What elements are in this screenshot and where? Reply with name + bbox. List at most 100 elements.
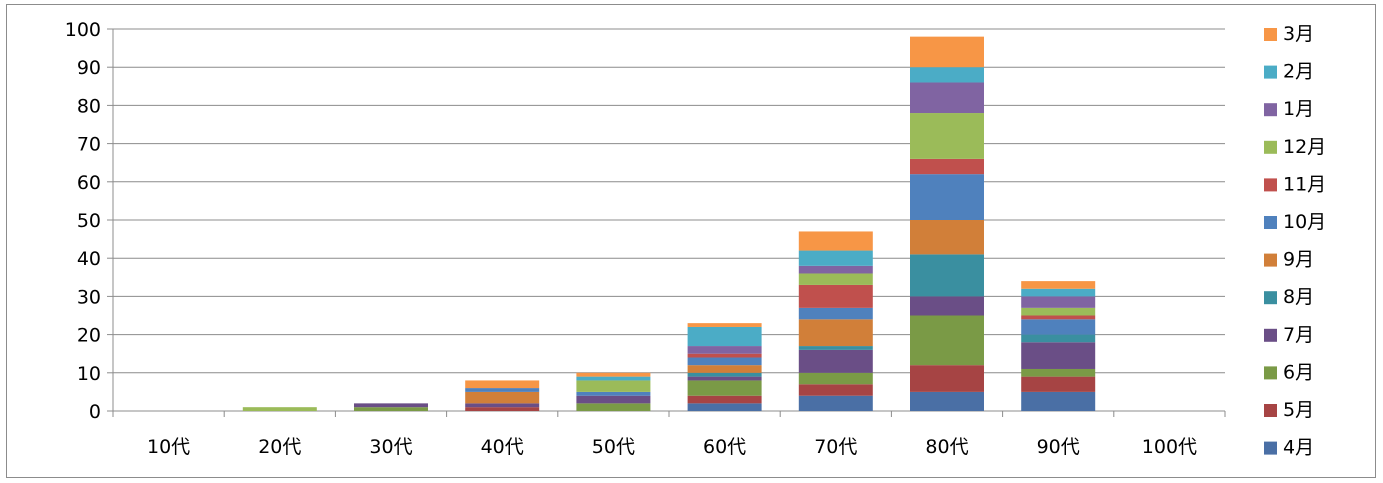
legend-label: 10月 xyxy=(1283,211,1326,233)
legend-label: 9月 xyxy=(1283,249,1314,271)
bar-segment xyxy=(1021,315,1096,320)
legend-swatch xyxy=(1264,216,1277,229)
legend: 3月 2月 1月 12月 11月 10月 9月 8月 7月 6月 5月 4月 xyxy=(1264,23,1326,459)
y-tick-label: 70 xyxy=(77,134,101,156)
legend-swatch xyxy=(1264,65,1277,79)
legend-swatch xyxy=(1264,140,1277,154)
bar-segment xyxy=(576,376,651,381)
bar-segment xyxy=(910,82,984,114)
legend-swatch xyxy=(1264,366,1277,380)
bar-segment xyxy=(1021,391,1096,411)
bar-segment xyxy=(798,346,873,350)
y-tick-label: 90 xyxy=(77,57,101,79)
x-tick-label: 40代 xyxy=(481,436,524,458)
bar-segment xyxy=(576,372,651,377)
bar-segment xyxy=(1021,334,1096,343)
x-tick-label: 20代 xyxy=(258,436,301,458)
legend-label: 6月 xyxy=(1283,361,1314,383)
legend-swatch xyxy=(1264,291,1277,305)
bar-segment xyxy=(1021,288,1096,297)
bar-segment xyxy=(465,380,540,389)
legend-label: 4月 xyxy=(1283,437,1314,459)
bar-segment xyxy=(354,407,428,411)
bar-segment xyxy=(798,349,873,373)
y-tick-label: 50 xyxy=(77,210,101,232)
bar-segment xyxy=(465,403,540,408)
legend-swatch xyxy=(1264,253,1277,267)
bar-segment xyxy=(576,403,651,411)
bar-segment xyxy=(910,174,984,220)
bar-segment xyxy=(798,307,873,320)
y-tick-label: 60 xyxy=(77,172,101,194)
legend-swatch xyxy=(1264,441,1277,455)
y-tick-label: 40 xyxy=(77,248,101,270)
bar-segment xyxy=(798,273,873,285)
bar-segment xyxy=(687,372,762,377)
legend-swatch xyxy=(1264,103,1277,117)
legend-label: 5月 xyxy=(1283,399,1314,421)
bar-segment xyxy=(910,158,984,175)
x-tick-label: 90代 xyxy=(1037,436,1080,458)
bar-segment xyxy=(687,365,762,373)
x-tick-label: 10代 xyxy=(147,436,190,458)
bar-segment xyxy=(798,265,873,274)
bar-segment xyxy=(687,376,762,381)
bar-segment xyxy=(576,380,651,392)
bar-segment xyxy=(910,36,984,68)
bar-segment xyxy=(910,254,984,297)
x-tick-label: 30代 xyxy=(369,436,412,458)
bar-segment xyxy=(465,391,540,404)
bar-segment xyxy=(1021,296,1096,308)
y-tick-label: 0 xyxy=(89,401,101,423)
bar-segment xyxy=(910,113,984,159)
bar-segment xyxy=(687,380,762,396)
legend-label: 12月 xyxy=(1283,136,1326,158)
x-tick-label: 70代 xyxy=(814,436,857,458)
bar-segment xyxy=(1021,307,1096,316)
x-tick-label: 80代 xyxy=(925,436,968,458)
bar-segment xyxy=(465,388,540,392)
bar-segment xyxy=(798,319,873,347)
legend-swatch xyxy=(1264,178,1277,192)
bar-segment xyxy=(798,284,873,308)
y-tick-label: 30 xyxy=(77,286,101,308)
x-tick-label: 100代 xyxy=(1142,436,1197,458)
bar-segment xyxy=(1021,376,1096,392)
bar-segment xyxy=(1021,319,1096,335)
bar-segment xyxy=(354,403,428,408)
y-tick-label: 80 xyxy=(77,95,101,117)
legend-swatch xyxy=(1264,404,1277,417)
legend-label: 1月 xyxy=(1283,98,1314,120)
x-tick-label: 60代 xyxy=(703,436,746,458)
bar-segment xyxy=(242,407,317,411)
y-tick-label: 20 xyxy=(77,325,101,347)
bar-segment xyxy=(1021,281,1096,289)
bar-segment xyxy=(687,403,762,411)
bar-segment xyxy=(910,365,984,392)
bar-segment xyxy=(910,296,984,316)
bar-segment xyxy=(1021,368,1096,377)
legend-label: 8月 xyxy=(1283,286,1314,308)
bar-segment xyxy=(687,326,762,347)
bar-segment xyxy=(798,384,873,396)
bar-segment xyxy=(687,353,762,358)
bar-segment xyxy=(576,391,651,396)
bar-segment xyxy=(910,220,984,255)
legend-label: 11月 xyxy=(1283,173,1326,195)
bar-segment xyxy=(798,395,873,411)
legend-label: 2月 xyxy=(1283,61,1314,83)
y-axis: 0 10 20 30 40 50 60 70 80 90 100 xyxy=(65,19,114,423)
bar-segment xyxy=(687,323,762,327)
bar-segment xyxy=(910,315,984,366)
bar-segment xyxy=(687,357,762,366)
bars xyxy=(242,36,1096,411)
bar-segment xyxy=(798,250,873,266)
bar-segment xyxy=(798,231,873,251)
y-tick-label: 100 xyxy=(65,19,101,41)
bar-segment xyxy=(687,395,762,404)
bar-segment xyxy=(798,372,873,385)
legend-swatch xyxy=(1264,28,1277,41)
x-tick-label: 50代 xyxy=(592,436,635,458)
y-tick-label: 10 xyxy=(77,363,101,385)
